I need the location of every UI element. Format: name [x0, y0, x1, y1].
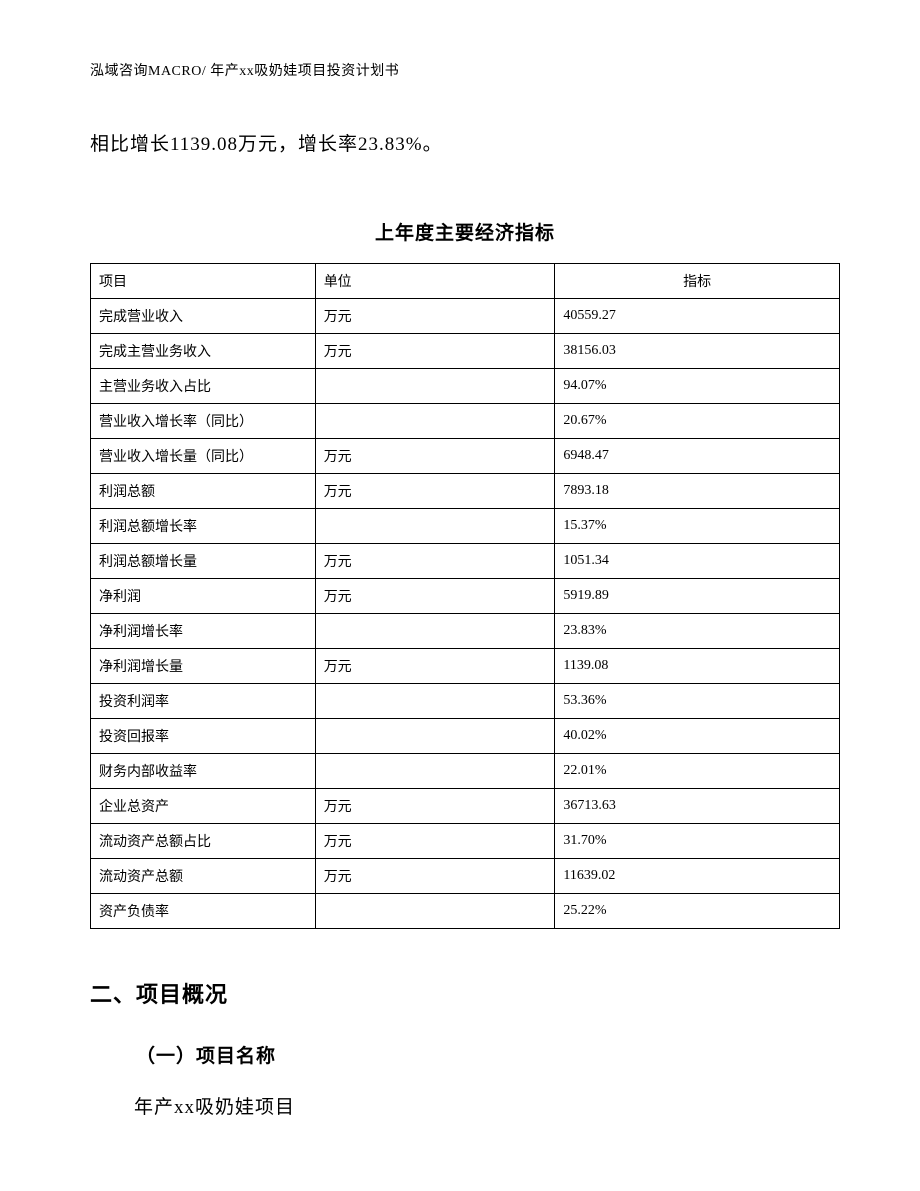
cell-unit: 万元	[315, 649, 555, 684]
cell-value: 40.02%	[555, 719, 840, 754]
table-row: 利润总额万元7893.18	[91, 474, 840, 509]
table-row: 完成主营业务收入万元38156.03	[91, 334, 840, 369]
cell-value: 5919.89	[555, 579, 840, 614]
cell-item-name: 资产负债率	[91, 894, 316, 929]
column-header-item: 项目	[91, 264, 316, 299]
table-row: 净利润万元5919.89	[91, 579, 840, 614]
cell-item-name: 净利润增长量	[91, 649, 316, 684]
cell-item-name: 投资回报率	[91, 719, 316, 754]
cell-value: 25.22%	[555, 894, 840, 929]
table-row: 利润总额增长率 15.37%	[91, 509, 840, 544]
cell-unit: 万元	[315, 474, 555, 509]
cell-item-name: 利润总额	[91, 474, 316, 509]
column-header-unit: 单位	[315, 264, 555, 299]
table-title: 上年度主要经济指标	[90, 218, 840, 245]
section-heading: 二、项目概况	[90, 977, 840, 1009]
table-row: 流动资产总额占比万元31.70%	[91, 824, 840, 859]
cell-item-name: 营业收入增长率（同比）	[91, 404, 316, 439]
cell-unit: 万元	[315, 299, 555, 334]
column-header-value: 指标	[555, 264, 840, 299]
cell-unit	[315, 404, 555, 439]
table-row: 主营业务收入占比 94.07%	[91, 369, 840, 404]
cell-item-name: 净利润	[91, 579, 316, 614]
cell-value: 40559.27	[555, 299, 840, 334]
cell-item-name: 流动资产总额占比	[91, 824, 316, 859]
table-row: 财务内部收益率 22.01%	[91, 754, 840, 789]
table-row: 营业收入增长量（同比）万元6948.47	[91, 439, 840, 474]
subsection-heading: （一）项目名称	[136, 1041, 840, 1068]
cell-item-name: 完成营业收入	[91, 299, 316, 334]
cell-value: 1051.34	[555, 544, 840, 579]
cell-value: 38156.03	[555, 334, 840, 369]
project-name: 年产xx吸奶娃项目	[134, 1092, 840, 1119]
table-row: 完成营业收入万元40559.27	[91, 299, 840, 334]
table-header-row: 项目 单位 指标	[91, 264, 840, 299]
cell-unit: 万元	[315, 439, 555, 474]
cell-unit	[315, 684, 555, 719]
cell-item-name: 企业总资产	[91, 789, 316, 824]
table-row: 流动资产总额万元11639.02	[91, 859, 840, 894]
cell-value: 20.67%	[555, 404, 840, 439]
cell-unit	[315, 719, 555, 754]
cell-value: 23.83%	[555, 614, 840, 649]
cell-value: 53.36%	[555, 684, 840, 719]
cell-item-name: 主营业务收入占比	[91, 369, 316, 404]
cell-item-name: 净利润增长率	[91, 614, 316, 649]
cell-value: 7893.18	[555, 474, 840, 509]
cell-unit	[315, 509, 555, 544]
cell-value: 31.70%	[555, 824, 840, 859]
table-row: 营业收入增长率（同比） 20.67%	[91, 404, 840, 439]
table-row: 利润总额增长量万元1051.34	[91, 544, 840, 579]
table-row: 企业总资产万元36713.63	[91, 789, 840, 824]
table-row: 净利润增长量万元1139.08	[91, 649, 840, 684]
cell-item-name: 投资利润率	[91, 684, 316, 719]
cell-unit: 万元	[315, 544, 555, 579]
cell-value: 6948.47	[555, 439, 840, 474]
cell-item-name: 营业收入增长量（同比）	[91, 439, 316, 474]
cell-value: 94.07%	[555, 369, 840, 404]
cell-value: 11639.02	[555, 859, 840, 894]
cell-unit: 万元	[315, 859, 555, 894]
cell-unit: 万元	[315, 579, 555, 614]
cell-unit	[315, 894, 555, 929]
economic-indicators-table: 项目 单位 指标 完成营业收入万元40559.27完成主营业务收入万元38156…	[90, 263, 840, 929]
cell-unit	[315, 754, 555, 789]
cell-unit: 万元	[315, 334, 555, 369]
cell-item-name: 完成主营业务收入	[91, 334, 316, 369]
cell-item-name: 流动资产总额	[91, 859, 316, 894]
cell-item-name: 利润总额增长量	[91, 544, 316, 579]
cell-unit: 万元	[315, 824, 555, 859]
cell-unit: 万元	[315, 789, 555, 824]
cell-item-name: 利润总额增长率	[91, 509, 316, 544]
cell-item-name: 财务内部收益率	[91, 754, 316, 789]
table-row: 净利润增长率 23.83%	[91, 614, 840, 649]
cell-value: 1139.08	[555, 649, 840, 684]
intro-paragraph: 相比增长1139.08万元，增长率23.83%。	[90, 128, 840, 162]
cell-value: 22.01%	[555, 754, 840, 789]
table-row: 投资回报率 40.02%	[91, 719, 840, 754]
table-row: 资产负债率 25.22%	[91, 894, 840, 929]
cell-value: 36713.63	[555, 789, 840, 824]
document-header: 泓域咨询MACRO/ 年产xx吸奶娃项目投资计划书	[90, 60, 840, 80]
table-row: 投资利润率 53.36%	[91, 684, 840, 719]
cell-value: 15.37%	[555, 509, 840, 544]
cell-unit	[315, 614, 555, 649]
cell-unit	[315, 369, 555, 404]
